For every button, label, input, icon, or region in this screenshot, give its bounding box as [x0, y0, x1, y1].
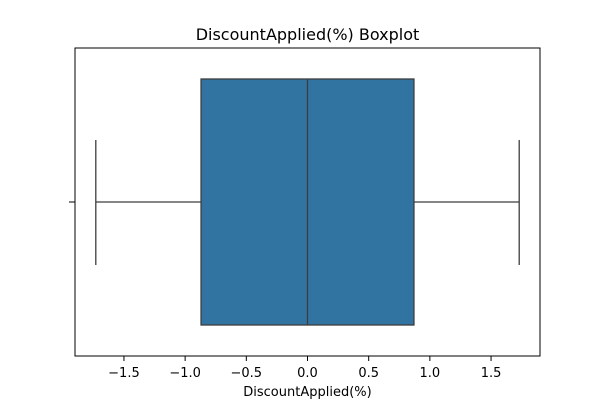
chart-title: DiscountApplied(%) Boxplot: [196, 25, 420, 44]
x-axis: −1.5 −1.0 −0.5 0.0 0.5 1.0 1.5: [108, 356, 501, 381]
x-tick-label: −0.5: [231, 366, 263, 381]
x-tick-label: −1.5: [108, 366, 140, 381]
x-tick-label: 0.5: [358, 366, 379, 381]
x-axis-label: DiscountApplied(%): [243, 385, 371, 400]
x-tick-label: −1.0: [169, 366, 201, 381]
box-group: [95, 78, 520, 326]
x-tick-label: 1.5: [481, 366, 502, 381]
x-tick-label: 1.0: [420, 366, 441, 381]
x-tick-label: 0.0: [297, 366, 318, 381]
